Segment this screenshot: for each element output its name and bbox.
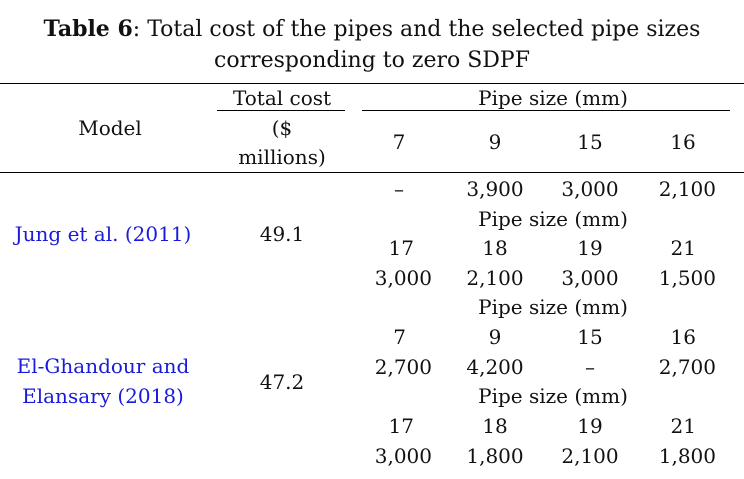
elg-l3-v2: 4,200 bbox=[466, 355, 524, 379]
elg-l3-v4: 2,700 bbox=[658, 355, 716, 379]
elg-l2-v3: 15 bbox=[577, 325, 603, 349]
model-elghandour-2018-link-2[interactable]: Elansary (2018) bbox=[22, 384, 184, 408]
header-total-cost-2: ($ bbox=[271, 116, 293, 140]
elg-l5-v3: 19 bbox=[577, 414, 603, 438]
elg-l6-v3: 2,100 bbox=[561, 444, 619, 468]
jung-l4-v1: 3,000 bbox=[374, 266, 432, 290]
cost-jung-2011: 49.1 bbox=[259, 222, 305, 246]
header-model: Model bbox=[78, 116, 142, 140]
jung-l3-v2: 18 bbox=[482, 236, 508, 260]
header-size-16: 16 bbox=[670, 130, 696, 154]
elg-l2-v2: 9 bbox=[488, 325, 502, 349]
header-total-cost-3: millions) bbox=[238, 145, 326, 169]
elg-l5-v4: 21 bbox=[670, 414, 696, 438]
jung-pipe-size-label: Pipe size (mm) bbox=[478, 207, 628, 231]
elg-l6-v2: 1,800 bbox=[466, 444, 524, 468]
header-size-15: 15 bbox=[577, 130, 603, 154]
jung-l3-v3: 19 bbox=[577, 236, 603, 260]
elg-l5-v2: 18 bbox=[482, 414, 508, 438]
jung-l1-v3: 3,000 bbox=[561, 177, 619, 201]
elg-pipe-size-label-a: Pipe size (mm) bbox=[478, 295, 628, 319]
model-elghandour-2018-link-1[interactable]: El-Ghandour and bbox=[16, 354, 190, 378]
elg-l2-v1: 7 bbox=[393, 325, 406, 349]
total-cost-underline bbox=[217, 110, 345, 111]
jung-l1-v4: 2,100 bbox=[658, 177, 716, 201]
cost-elghandour-2018: 47.2 bbox=[259, 370, 305, 394]
jung-l4-v2: 2,100 bbox=[466, 266, 524, 290]
elg-l3-dash: – bbox=[585, 355, 595, 379]
table-label: Table 6 bbox=[43, 16, 133, 42]
header-size-9: 9 bbox=[488, 130, 502, 154]
pipe-size-underline bbox=[362, 110, 730, 111]
jung-l1-dash: – bbox=[394, 177, 404, 201]
top-rule bbox=[0, 83, 744, 84]
jung-l3-v4: 21 bbox=[670, 236, 696, 260]
table-caption-line-2: corresponding to zero SDPF bbox=[214, 48, 530, 73]
elg-pipe-size-label-b: Pipe size (mm) bbox=[478, 384, 628, 408]
header-total-cost-1: Total cost bbox=[232, 86, 332, 110]
jung-l4-v4: 1,500 bbox=[658, 266, 716, 290]
elg-l3-v1: 2,700 bbox=[374, 355, 432, 379]
jung-l3-v1: 17 bbox=[388, 236, 414, 260]
header-pipe-size: Pipe size (mm) bbox=[478, 86, 628, 110]
jung-l1-v2: 3,900 bbox=[466, 177, 524, 201]
header-size-7: 7 bbox=[392, 130, 406, 154]
caption-text-1: Total cost of the pipes and the selected… bbox=[140, 17, 701, 42]
table-caption-line-1: Table 6: Total cost of the pipes and the… bbox=[0, 16, 744, 43]
elg-l2-v4: 16 bbox=[670, 325, 696, 349]
elg-l6-v4: 1,800 bbox=[658, 444, 716, 468]
elg-l5-v1: 17 bbox=[388, 414, 414, 438]
jung-l4-v3: 3,000 bbox=[561, 266, 619, 290]
elg-l6-v1: 3,000 bbox=[374, 444, 432, 468]
caption-colon: : bbox=[132, 17, 141, 42]
header-bottom-rule bbox=[0, 172, 744, 173]
model-jung-2011-link[interactable]: Jung et al. (2011) bbox=[14, 222, 192, 246]
